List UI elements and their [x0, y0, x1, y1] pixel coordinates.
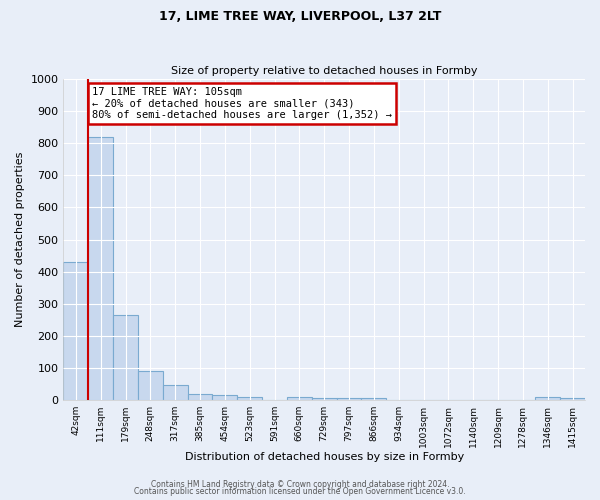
Bar [361, 398, 386, 400]
Bar [64, 262, 88, 400]
Bar [337, 398, 361, 400]
Text: Contains public sector information licensed under the Open Government Licence v3: Contains public sector information licen… [134, 487, 466, 496]
Text: 17 LIME TREE WAY: 105sqm
← 20% of detached houses are smaller (343)
80% of semi-: 17 LIME TREE WAY: 105sqm ← 20% of detach… [92, 87, 392, 120]
Bar [88, 137, 113, 400]
Text: 17, LIME TREE WAY, LIVERPOOL, L37 2LT: 17, LIME TREE WAY, LIVERPOOL, L37 2LT [159, 10, 441, 23]
Bar [138, 371, 163, 400]
Bar [560, 398, 585, 400]
Text: Contains HM Land Registry data © Crown copyright and database right 2024.: Contains HM Land Registry data © Crown c… [151, 480, 449, 489]
Bar [237, 396, 262, 400]
Title: Size of property relative to detached houses in Formby: Size of property relative to detached ho… [171, 66, 478, 76]
Bar [113, 315, 138, 400]
Bar [212, 395, 237, 400]
Bar [188, 394, 212, 400]
Bar [312, 398, 337, 400]
Bar [287, 396, 312, 400]
Bar [535, 398, 560, 400]
X-axis label: Distribution of detached houses by size in Formby: Distribution of detached houses by size … [185, 452, 464, 462]
Bar [163, 385, 188, 400]
Y-axis label: Number of detached properties: Number of detached properties [15, 152, 25, 327]
